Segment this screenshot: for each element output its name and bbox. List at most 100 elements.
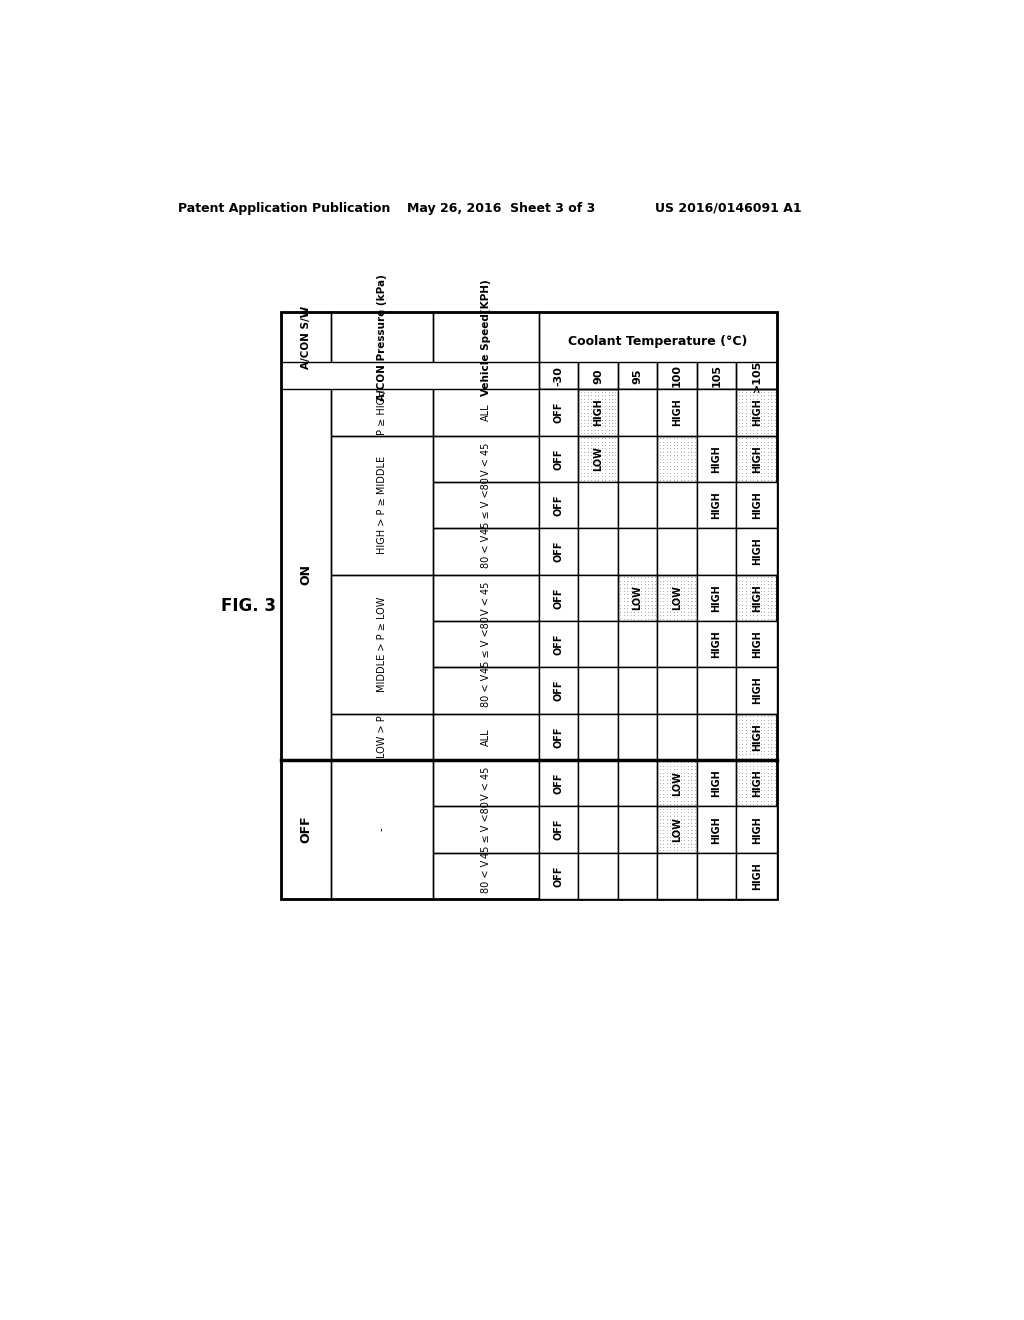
Bar xyxy=(539,853,579,899)
Text: HIGH: HIGH xyxy=(752,445,762,473)
Bar xyxy=(579,807,617,853)
Text: HIGH: HIGH xyxy=(752,491,762,519)
Bar xyxy=(432,622,539,668)
Bar xyxy=(617,574,657,622)
Text: HIGH > P ≥ MIDDLE: HIGH > P ≥ MIDDLE xyxy=(377,457,387,554)
Bar xyxy=(697,622,736,668)
Text: LOW > P: LOW > P xyxy=(377,715,387,758)
Bar xyxy=(579,436,617,482)
Bar xyxy=(736,668,777,714)
Bar xyxy=(432,389,539,436)
Text: ALL: ALL xyxy=(480,729,490,746)
Bar xyxy=(539,436,579,482)
Bar xyxy=(579,389,617,436)
Text: 45 ≤ V <80: 45 ≤ V <80 xyxy=(480,616,490,673)
Bar xyxy=(617,528,657,574)
Bar xyxy=(432,313,539,363)
Bar xyxy=(617,622,657,668)
Text: V < 45: V < 45 xyxy=(480,442,490,475)
Bar xyxy=(539,622,579,668)
Bar xyxy=(579,714,617,760)
Bar xyxy=(579,528,617,574)
Text: HIGH: HIGH xyxy=(672,399,682,426)
Text: >105: >105 xyxy=(752,360,762,392)
Text: ON: ON xyxy=(299,564,312,585)
Text: 100: 100 xyxy=(672,364,682,388)
Bar xyxy=(617,482,657,528)
Text: HIGH: HIGH xyxy=(712,583,722,611)
Bar xyxy=(657,363,697,389)
Bar xyxy=(331,574,432,714)
Text: US 2016/0146091 A1: US 2016/0146091 A1 xyxy=(655,202,802,215)
Bar xyxy=(432,574,539,622)
Bar xyxy=(736,760,777,807)
Text: LOW: LOW xyxy=(672,586,682,610)
Text: Coolant Temperature (°C): Coolant Temperature (°C) xyxy=(568,335,748,348)
Bar xyxy=(579,622,617,668)
Text: HIGH: HIGH xyxy=(712,816,722,843)
Bar xyxy=(617,363,657,389)
Bar xyxy=(736,574,777,622)
Bar xyxy=(539,668,579,714)
Text: HIGH: HIGH xyxy=(752,816,762,843)
Bar xyxy=(281,313,331,363)
Text: OFF: OFF xyxy=(554,401,563,424)
Text: MIDDLE > P ≥ LOW: MIDDLE > P ≥ LOW xyxy=(377,597,387,692)
Text: HIGH: HIGH xyxy=(752,537,762,565)
Text: OFF: OFF xyxy=(299,816,312,843)
Bar xyxy=(736,853,777,899)
Bar xyxy=(657,574,697,622)
Bar xyxy=(432,436,539,482)
Text: OFF: OFF xyxy=(554,726,563,747)
Bar xyxy=(657,482,697,528)
Text: OFF: OFF xyxy=(554,587,563,609)
Bar xyxy=(736,807,777,853)
Text: HIGH: HIGH xyxy=(752,583,762,611)
Bar xyxy=(432,760,539,807)
Bar xyxy=(281,760,331,899)
Text: HIGH: HIGH xyxy=(752,677,762,705)
Bar xyxy=(736,363,777,389)
Bar xyxy=(579,574,617,622)
Text: LOW: LOW xyxy=(672,771,682,796)
Text: V < 45: V < 45 xyxy=(480,581,490,615)
Bar xyxy=(539,760,579,807)
Bar xyxy=(579,760,617,807)
Bar xyxy=(657,714,697,760)
Bar xyxy=(657,668,697,714)
Bar xyxy=(697,528,736,574)
Text: 90: 90 xyxy=(593,368,603,384)
Text: HIGH: HIGH xyxy=(593,399,603,426)
Bar xyxy=(579,668,617,714)
Bar xyxy=(736,528,777,574)
Text: V < 45: V < 45 xyxy=(480,767,490,800)
Bar xyxy=(736,389,777,436)
Bar xyxy=(697,760,736,807)
Text: LOW: LOW xyxy=(593,446,603,471)
Bar xyxy=(697,714,736,760)
Text: HIGH: HIGH xyxy=(712,445,722,473)
Text: HIGH: HIGH xyxy=(752,399,762,426)
Text: A/CON Pressure (kPa): A/CON Pressure (kPa) xyxy=(377,275,387,401)
Bar xyxy=(617,714,657,760)
Text: HIGH: HIGH xyxy=(712,491,722,519)
Bar xyxy=(331,760,432,899)
Text: ALL: ALL xyxy=(480,404,490,421)
Bar xyxy=(432,807,539,853)
Bar xyxy=(697,482,736,528)
Text: HIGH: HIGH xyxy=(752,770,762,797)
Text: -: - xyxy=(377,828,387,832)
Bar xyxy=(736,714,777,760)
Text: 95: 95 xyxy=(633,368,643,384)
Bar xyxy=(539,714,579,760)
Bar xyxy=(617,668,657,714)
Bar xyxy=(697,807,736,853)
Bar xyxy=(539,313,777,389)
Text: LOW: LOW xyxy=(672,817,682,842)
Text: HIGH: HIGH xyxy=(752,631,762,659)
Bar xyxy=(617,853,657,899)
Text: OFF: OFF xyxy=(554,680,563,701)
Text: May 26, 2016  Sheet 3 of 3: May 26, 2016 Sheet 3 of 3 xyxy=(407,202,595,215)
Bar xyxy=(657,528,697,574)
Text: -30: -30 xyxy=(554,366,563,385)
